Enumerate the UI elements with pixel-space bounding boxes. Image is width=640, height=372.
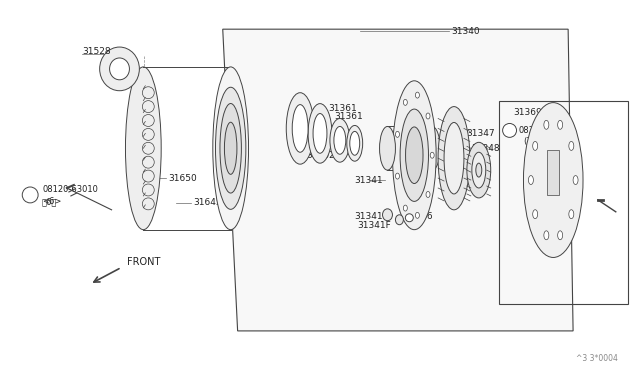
Text: 31348: 31348 (471, 144, 499, 153)
Ellipse shape (396, 173, 399, 179)
Ellipse shape (313, 113, 327, 153)
Text: ^3 3*0004: ^3 3*0004 (576, 354, 618, 363)
Ellipse shape (569, 210, 574, 219)
Text: 31361: 31361 (334, 112, 363, 121)
Text: 31362: 31362 (306, 151, 335, 160)
Ellipse shape (430, 152, 434, 158)
Text: B: B (27, 190, 32, 199)
Ellipse shape (406, 127, 423, 183)
Ellipse shape (286, 93, 314, 164)
Text: 31650: 31650 (168, 174, 197, 183)
Ellipse shape (444, 122, 464, 194)
Text: 31528: 31528 (82, 46, 111, 55)
Ellipse shape (308, 104, 332, 163)
Ellipse shape (100, 47, 140, 91)
Ellipse shape (392, 81, 436, 230)
Circle shape (405, 214, 413, 222)
Text: S: S (506, 128, 511, 134)
Ellipse shape (529, 176, 533, 185)
Text: 31369M: 31369M (513, 108, 550, 117)
Ellipse shape (396, 215, 403, 225)
Ellipse shape (380, 126, 396, 170)
Ellipse shape (347, 125, 363, 161)
Text: 08120-63010: 08120-63010 (42, 186, 98, 195)
Ellipse shape (426, 192, 430, 198)
Ellipse shape (330, 119, 350, 162)
Ellipse shape (544, 121, 549, 129)
Text: 31362: 31362 (300, 141, 329, 150)
Text: 31645: 31645 (193, 198, 221, 207)
Ellipse shape (557, 121, 563, 129)
Circle shape (502, 124, 516, 137)
Ellipse shape (125, 67, 161, 230)
Ellipse shape (415, 212, 419, 218)
Bar (499, 101, 628, 304)
Ellipse shape (350, 131, 360, 155)
Ellipse shape (213, 67, 248, 230)
Text: 31341F: 31341F (358, 221, 392, 230)
Ellipse shape (573, 176, 578, 185)
Text: 31361: 31361 (328, 104, 356, 113)
Text: FRONT: FRONT (127, 257, 161, 267)
Ellipse shape (557, 231, 563, 240)
Ellipse shape (334, 126, 346, 154)
Ellipse shape (476, 163, 482, 177)
Ellipse shape (544, 231, 549, 240)
Ellipse shape (415, 92, 419, 98)
Ellipse shape (426, 113, 430, 119)
Ellipse shape (438, 107, 470, 210)
Ellipse shape (524, 103, 583, 257)
Polygon shape (223, 29, 573, 331)
Ellipse shape (403, 205, 407, 211)
Text: 31341G: 31341G (355, 212, 390, 221)
Text: 31347: 31347 (466, 129, 495, 138)
Text: 〈6〉: 〈6〉 (42, 198, 58, 206)
Ellipse shape (532, 141, 538, 150)
Circle shape (22, 187, 38, 203)
Ellipse shape (467, 142, 491, 198)
Ellipse shape (400, 109, 429, 201)
Ellipse shape (424, 126, 440, 170)
Ellipse shape (225, 122, 237, 174)
Ellipse shape (532, 210, 538, 219)
Ellipse shape (216, 87, 246, 209)
Ellipse shape (396, 131, 399, 137)
Ellipse shape (383, 209, 392, 221)
Text: <6>: <6> (42, 198, 61, 206)
Text: 31341: 31341 (355, 176, 383, 185)
Text: 08310-40600: 08310-40600 (518, 126, 574, 135)
Polygon shape (547, 150, 559, 195)
Ellipse shape (292, 105, 308, 152)
Text: (3): (3) (524, 137, 535, 146)
Ellipse shape (220, 103, 241, 193)
Ellipse shape (569, 141, 574, 150)
Ellipse shape (109, 58, 129, 80)
Ellipse shape (403, 99, 407, 105)
Text: 31340: 31340 (451, 27, 479, 36)
Ellipse shape (472, 152, 486, 188)
Text: 31346: 31346 (404, 212, 433, 221)
